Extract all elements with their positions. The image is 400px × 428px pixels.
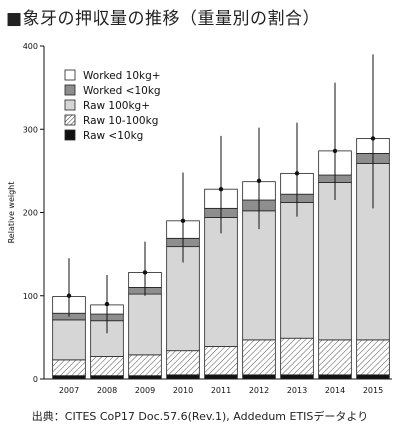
bar-segment [128, 354, 162, 377]
legend-swatch [64, 114, 76, 126]
total-point [370, 136, 376, 141]
bar-segment [242, 374, 276, 380]
bar-segment [318, 182, 352, 341]
y-tick-label: 300 [23, 125, 38, 134]
total-point [180, 218, 186, 224]
y-axis-label: Relative weight [7, 182, 16, 244]
y-tick-label: 0 [33, 375, 38, 384]
total-point [294, 171, 300, 176]
bar-segment [318, 339, 352, 376]
x-tick-label: 2008 [97, 386, 117, 395]
legend-label: Raw 100kg+ [83, 100, 150, 112]
bar-segment [52, 319, 86, 361]
bar-segment [242, 339, 276, 376]
legend-swatch [64, 84, 76, 96]
y-tick-label: 400 [23, 42, 38, 51]
bar-segment [90, 375, 124, 380]
legend-swatch [64, 129, 76, 141]
bar-segment [280, 337, 314, 376]
bar-segment [280, 202, 314, 339]
legend-swatch [64, 69, 76, 81]
total-point [66, 293, 72, 298]
x-tick-label: 2007 [59, 386, 79, 395]
bar-segment [356, 374, 390, 380]
total-point [104, 301, 110, 307]
bar-segment [166, 350, 200, 376]
x-tick-label: 2010 [173, 386, 193, 395]
total-point [256, 178, 262, 184]
bar-segment [204, 346, 238, 376]
bar-segment [128, 293, 162, 356]
chart-source: 出典：CITES CoP17 Doc.57.6(Rev.1), Addedum … [31, 410, 369, 423]
legend-label: Worked 10kg+ [83, 70, 161, 82]
bar-segment [166, 246, 200, 352]
bar-segment [204, 217, 238, 347]
legend-label: Worked <10kg [83, 85, 161, 97]
total-point [218, 186, 224, 192]
bar-segment [280, 374, 314, 380]
x-tick-label: 2014 [325, 386, 345, 395]
y-tick-label: 200 [23, 209, 38, 218]
total-point [142, 270, 148, 275]
bar-segment [242, 210, 276, 341]
bar-segment [318, 374, 352, 380]
bar-segment [52, 375, 86, 380]
x-tick-label: 2009 [135, 386, 155, 395]
bar-segment [166, 374, 200, 380]
x-tick-label: 2013 [287, 386, 307, 395]
total-point [332, 148, 338, 154]
chart-title: ■象牙の押収量の推移（重量別の割合） [6, 9, 321, 29]
bar-segment [356, 339, 390, 376]
bar-segment [128, 375, 162, 380]
bar-segment [90, 356, 124, 377]
legend-swatch [64, 99, 76, 111]
bar-segment [52, 359, 86, 377]
bar-segment [204, 374, 238, 380]
x-tick-label: 2015 [363, 386, 383, 395]
legend-label: Raw 10-100kg [83, 115, 158, 127]
legend-label: Raw <10kg [83, 130, 143, 142]
x-tick-label: 2011 [211, 386, 231, 395]
y-tick-label: 100 [23, 292, 38, 301]
x-tick-label: 2012 [249, 386, 269, 395]
